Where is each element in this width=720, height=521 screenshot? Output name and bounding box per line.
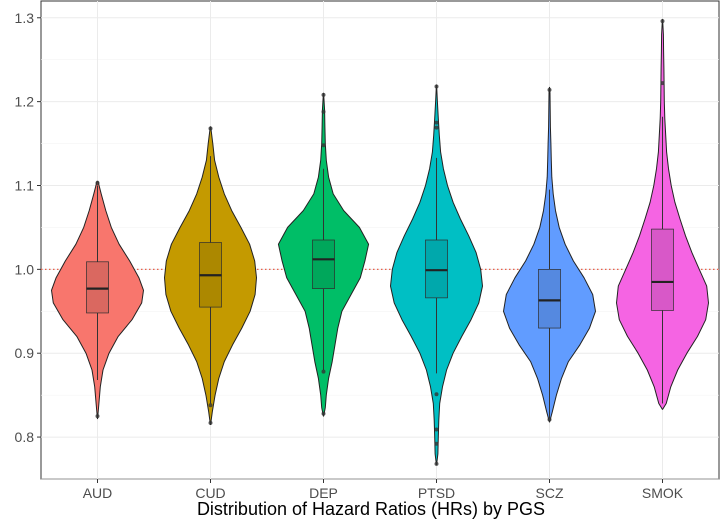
- x-tick-label: SMOK: [642, 485, 684, 501]
- violin-scz: [503, 86, 596, 423]
- outlier-point: [321, 109, 326, 114]
- outlier-point: [208, 126, 213, 131]
- box: [651, 228, 674, 311]
- y-tick-label: 1.3: [15, 10, 35, 26]
- x-axis-title: Distribution of Hazard Ratios (HRs) by P…: [197, 499, 545, 519]
- outlier-point: [434, 441, 439, 446]
- y-tick-label: 1.1: [15, 177, 35, 193]
- outlier-point: [434, 125, 439, 130]
- x-tick-label: DEP: [309, 485, 338, 501]
- violin-cud: [164, 126, 257, 425]
- violin-smok: [616, 18, 709, 410]
- violin-dep: [277, 92, 370, 417]
- box: [312, 239, 335, 289]
- outlier-point: [321, 143, 326, 148]
- x-tick-label: AUD: [83, 485, 113, 501]
- box: [538, 269, 561, 329]
- y-axis: 0.8 0.9 1.0 1.1 1.2 1.3: [15, 10, 41, 445]
- outlier-point: [660, 19, 665, 24]
- y-tick-label: 1.2: [15, 94, 35, 110]
- outlier-point: [95, 414, 100, 419]
- outlier-point: [434, 120, 439, 125]
- box: [425, 239, 448, 299]
- violins: [51, 18, 709, 466]
- outlier-point: [434, 427, 439, 432]
- outlier-point: [95, 180, 100, 185]
- outlier-point: [208, 420, 213, 425]
- y-tick-label: 0.9: [15, 345, 35, 361]
- outlier-point: [321, 92, 326, 97]
- violin-ptsd: [390, 84, 483, 466]
- plot-panel: [40, 0, 720, 480]
- y-tick-label: 1.0: [15, 261, 35, 277]
- outlier-point: [660, 81, 665, 86]
- box: [86, 261, 109, 314]
- outlier-point: [321, 411, 326, 416]
- outlier-point: [434, 392, 439, 397]
- outlier-point: [208, 403, 213, 408]
- outlier-point: [434, 84, 439, 89]
- outlier-point: [547, 87, 552, 92]
- y-tick-label: 0.8: [15, 429, 35, 445]
- violin-aud: [51, 180, 144, 420]
- outlier-point: [547, 417, 552, 422]
- x-axis: AUD CUD DEP PTSD SCZ SMOK: [83, 479, 684, 501]
- x-tick-label: SCZ: [536, 485, 564, 501]
- outlier-point: [434, 461, 439, 466]
- outlier-point: [321, 369, 326, 374]
- x-tick-label: PTSD: [418, 485, 455, 501]
- x-tick-label: CUD: [195, 485, 225, 501]
